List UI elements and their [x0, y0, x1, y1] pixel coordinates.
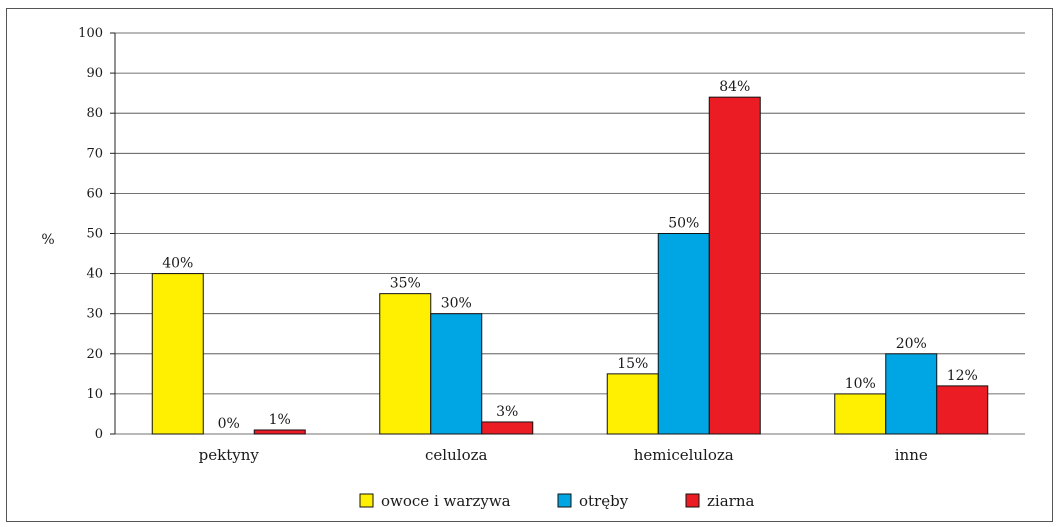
- bar-value-label: 40%: [162, 256, 193, 272]
- bar-value-label: 30%: [441, 296, 472, 312]
- legend-swatch: [557, 493, 572, 508]
- bar: [708, 96, 761, 435]
- legend-label: owoce i warzywa: [381, 492, 511, 510]
- chart-frame: [6, 8, 1053, 522]
- y-tick-label: 30: [86, 307, 103, 322]
- bar: [253, 429, 306, 435]
- bar-value-label: 12%: [947, 368, 978, 384]
- x-axis-categories: pektyny celuloza hemiceluloza inne: [199, 446, 928, 464]
- bar: [834, 393, 887, 435]
- y-tick-label: 40: [86, 267, 103, 282]
- x-category-label: pektyny: [199, 446, 260, 464]
- y-axis-label: %: [41, 232, 54, 248]
- bar-value-label: 20%: [896, 336, 927, 352]
- legend-label: ziarna: [707, 492, 754, 510]
- bar-value-label: 10%: [845, 376, 876, 392]
- value-labels: 40% 0% 1% 35% 30% 3% 15% 50% 84% 10% 20% 12%: [162, 79, 978, 432]
- bar: [606, 373, 659, 435]
- y-tick-label: 20: [86, 347, 103, 362]
- bar: [657, 233, 710, 435]
- x-category-label: celuloza: [425, 446, 487, 464]
- x-category-label: hemiceluloza: [634, 446, 734, 464]
- x-category-label: inne: [895, 446, 928, 464]
- bar-value-label: 1%: [269, 412, 291, 428]
- bars: [151, 96, 989, 435]
- bar: [885, 353, 938, 435]
- bar-value-label: 15%: [617, 356, 648, 372]
- y-tick-label: 90: [86, 66, 103, 81]
- bar: [481, 421, 534, 435]
- bar: [151, 273, 204, 435]
- y-tick-label: 60: [86, 186, 103, 201]
- y-tick-label: 0: [95, 427, 103, 442]
- legend-swatch: [359, 493, 374, 508]
- bar-value-label: 0%: [218, 416, 240, 432]
- bar-value-label: 50%: [668, 216, 699, 232]
- bar: [379, 293, 432, 435]
- y-tick-label: 80: [86, 106, 103, 121]
- y-axis-ticks: 0 10 20 30 40 50 60 70 80 90 100: [78, 26, 115, 442]
- legend: owoce i warzywa otręby ziarna: [359, 492, 754, 510]
- bar-value-label: 3%: [496, 404, 518, 420]
- bar: [430, 313, 483, 435]
- y-tick-label: 50: [86, 227, 103, 242]
- y-tick-label: 10: [86, 387, 103, 402]
- y-tick-label: 100: [78, 26, 103, 41]
- bar: [936, 385, 989, 435]
- bar-value-label: 35%: [390, 276, 421, 292]
- y-tick-label: 70: [86, 146, 103, 161]
- legend-swatch: [685, 493, 700, 508]
- legend-label: otręby: [579, 492, 629, 510]
- bar-value-label: 84%: [719, 79, 750, 95]
